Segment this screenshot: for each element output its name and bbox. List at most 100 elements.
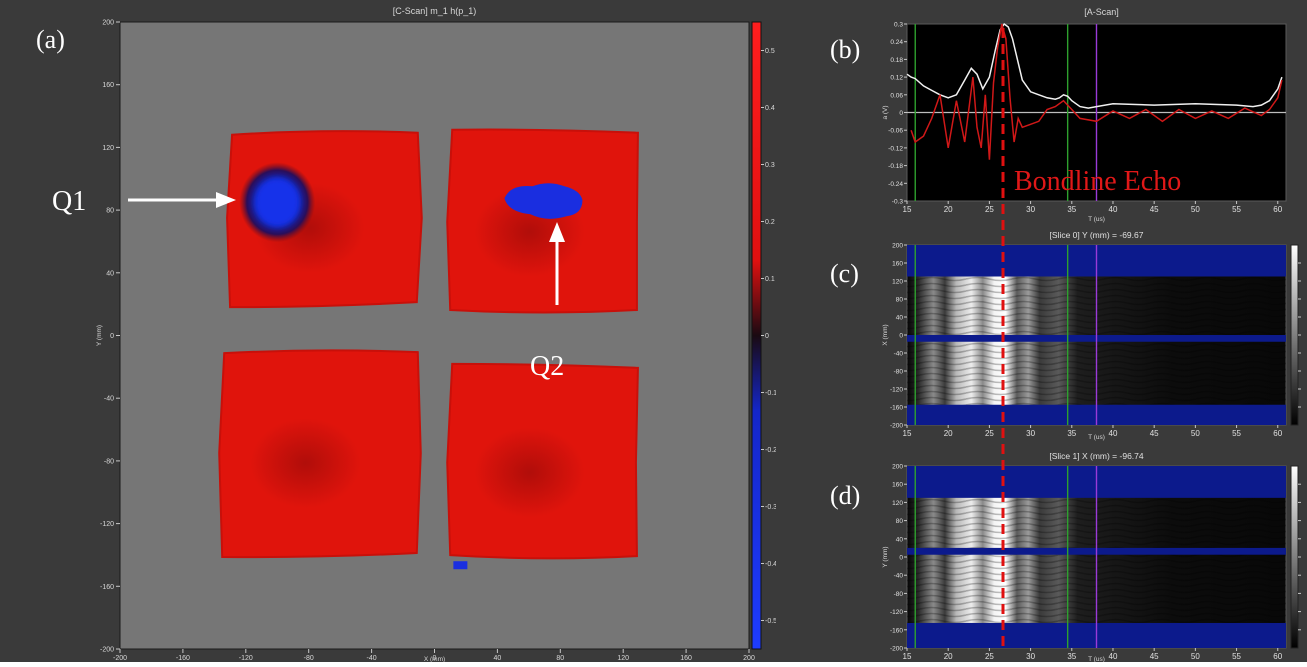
c-scan-x-tick-label: 80 xyxy=(556,655,564,662)
slice-0-x-tick-label: 35 xyxy=(1067,429,1076,438)
slice-1-x-tick-label: 40 xyxy=(1109,652,1118,661)
c-scan-x-tick-label: -200 xyxy=(113,655,127,662)
slice-0-y-tick-label: 120 xyxy=(892,279,903,286)
slice-1-x-tick-label: 25 xyxy=(985,652,994,661)
slice-1-x-tick-label: 45 xyxy=(1150,652,1159,661)
a-scan-y-tick-label: -0.24 xyxy=(888,181,903,188)
panel-label-c: (c) xyxy=(830,259,859,288)
annotation-bondline-echo: Bondline Echo xyxy=(1014,166,1181,197)
c-scan-y-tick-label: 160 xyxy=(102,82,114,89)
a-scan-x-tick-label: 15 xyxy=(903,205,912,214)
slice-0-ylabel: X (mm) xyxy=(882,324,889,345)
colorbar-tick-label: -0.5 xyxy=(765,618,777,625)
slice-0-x-tick-label: 30 xyxy=(1026,429,1035,438)
slice-0-y-tick-label: 40 xyxy=(896,315,904,322)
slice-1-ylabel: Y (mm) xyxy=(882,546,889,567)
colorbar-tick-label: 0.2 xyxy=(765,219,775,226)
c-scan-y-tick-label: 40 xyxy=(106,270,114,277)
q1-arrow-head xyxy=(216,192,236,208)
defect-q2-blob xyxy=(504,183,583,219)
slice-1-y-tick-label: 80 xyxy=(896,518,904,525)
slice-0-y-tick-label: 0 xyxy=(899,333,903,340)
annotation-q1: Q1 xyxy=(52,186,86,217)
c-scan-y-tick-label: 80 xyxy=(106,208,114,215)
specimen-bottom-right-shading xyxy=(474,427,585,518)
a-scan-y-tick-label: -0.12 xyxy=(888,145,903,152)
slice-0-y-tick-label: -40 xyxy=(894,351,904,358)
slice-0-x-tick-label: 55 xyxy=(1232,429,1241,438)
c-scan-x-tick-label: 200 xyxy=(743,655,755,662)
a-scan-y-tick-label: 0.06 xyxy=(890,92,903,99)
c-scan-x-tick-label: 160 xyxy=(680,655,692,662)
slice-0-xlabel: T (us) xyxy=(1088,434,1105,441)
a-scan-x-tick-label: 60 xyxy=(1273,205,1282,214)
c-scan-x-tick-label: 40 xyxy=(494,655,502,662)
slice-1-y-tick-label: 160 xyxy=(892,482,903,489)
slice-0-y-tick-label: -120 xyxy=(890,387,903,394)
slice-1-x-tick-label: 15 xyxy=(903,652,912,661)
colorbar-tick-label: 0.3 xyxy=(765,162,775,169)
c-scan-xlabel: X (mm) xyxy=(424,656,445,662)
slice-1-y-tick-label: -80 xyxy=(894,591,904,598)
c-scan-x-tick-label: 120 xyxy=(617,655,629,662)
c-scan-y-tick-label: -160 xyxy=(100,584,114,591)
slice-0-y-tick-label: 160 xyxy=(892,261,903,268)
slice-1-y-tick-label: -120 xyxy=(890,609,903,616)
slice-1-x-tick-label: 35 xyxy=(1067,652,1076,661)
a-scan-x-tick-label: 45 xyxy=(1150,205,1159,214)
slice-1-y-tick-label: 200 xyxy=(892,464,903,471)
c-scan-plot-area xyxy=(119,21,750,650)
specimen-bottom-left-shading xyxy=(250,418,361,509)
c-scan-x-tick-label: -120 xyxy=(239,655,253,662)
slice-1-y-tick-label: 40 xyxy=(896,536,904,543)
slice-0-x-tick-label: 60 xyxy=(1273,429,1282,438)
slice-0-x-tick-label: 45 xyxy=(1150,429,1159,438)
slice-0-y-tick-label: 80 xyxy=(896,297,904,304)
c-scan-y-tick-label: 0 xyxy=(110,333,114,340)
a-scan-y-tick-label: 0.24 xyxy=(890,39,903,46)
slice-1-x-tick-label: 20 xyxy=(944,652,953,661)
slice-1-y-tick-label: -40 xyxy=(894,573,904,580)
a-scan-x-tick-label: 40 xyxy=(1109,205,1118,214)
slice-0-x-tick-label: 15 xyxy=(903,429,912,438)
colorbar-tick-label: -0.4 xyxy=(765,561,777,568)
a-scan-rf-line xyxy=(910,23,1283,160)
slice-0-x-tick-label: 40 xyxy=(1109,429,1118,438)
a-scan-xlabel: T (us) xyxy=(1088,216,1105,223)
slice-1-y-tick-label: 120 xyxy=(892,500,903,507)
colorbar-tick-label: -0.3 xyxy=(765,504,777,511)
c-scan-y-tick-label: 200 xyxy=(102,20,114,27)
slice-1-x-tick-label: 55 xyxy=(1232,652,1241,661)
slice-0-y-tick-label: -80 xyxy=(894,369,904,376)
c-scan-y-tick-label: 120 xyxy=(102,145,114,152)
colorbar-tick-label: 0 xyxy=(765,333,769,340)
a-scan-y-tick-label: 0.18 xyxy=(890,57,903,64)
slice-0-gray-colorbar xyxy=(1290,244,1299,426)
slice-0-x-tick-label: 50 xyxy=(1191,429,1200,438)
a-scan-x-tick-label: 50 xyxy=(1191,205,1200,214)
c-scan-y-tick-label: -80 xyxy=(104,458,114,465)
slice-1-y-tick-label: -200 xyxy=(890,646,903,653)
q2-arrow-head xyxy=(549,222,565,242)
c-scan-x-tick-label: -160 xyxy=(176,655,190,662)
colorbar-tick-label: -0.2 xyxy=(765,447,777,454)
slice-1-x-tick-label: 60 xyxy=(1273,652,1282,661)
colorbar-tick-label: 0.4 xyxy=(765,105,775,112)
a-scan-x-tick-label: 30 xyxy=(1026,205,1035,214)
a-scan-x-tick-label: 25 xyxy=(985,205,994,214)
panel-label-a: (a) xyxy=(36,25,65,54)
slice-0-x-tick-label: 25 xyxy=(985,429,994,438)
colorbar-tick-label: 0.5 xyxy=(765,48,775,55)
a-scan-title: [A-Scan] xyxy=(1084,7,1119,17)
a-scan-x-tick-label: 35 xyxy=(1067,205,1076,214)
slice-0-panel: [Slice 0] Y (mm) = -69.67 15 20 25 30 35 40 45 5… xyxy=(882,230,1301,441)
slice-0-y-tick-label: 200 xyxy=(892,243,903,250)
slice-0-y-tick-label: -160 xyxy=(890,405,903,412)
c-scan-y-tick-label: -200 xyxy=(100,647,114,654)
slice-1-x-tick-label: 30 xyxy=(1026,652,1035,661)
a-scan-envelope-line xyxy=(906,22,1283,109)
a-scan-y-tick-label: -0.18 xyxy=(888,163,903,170)
panel-label-b: (b) xyxy=(830,35,860,64)
